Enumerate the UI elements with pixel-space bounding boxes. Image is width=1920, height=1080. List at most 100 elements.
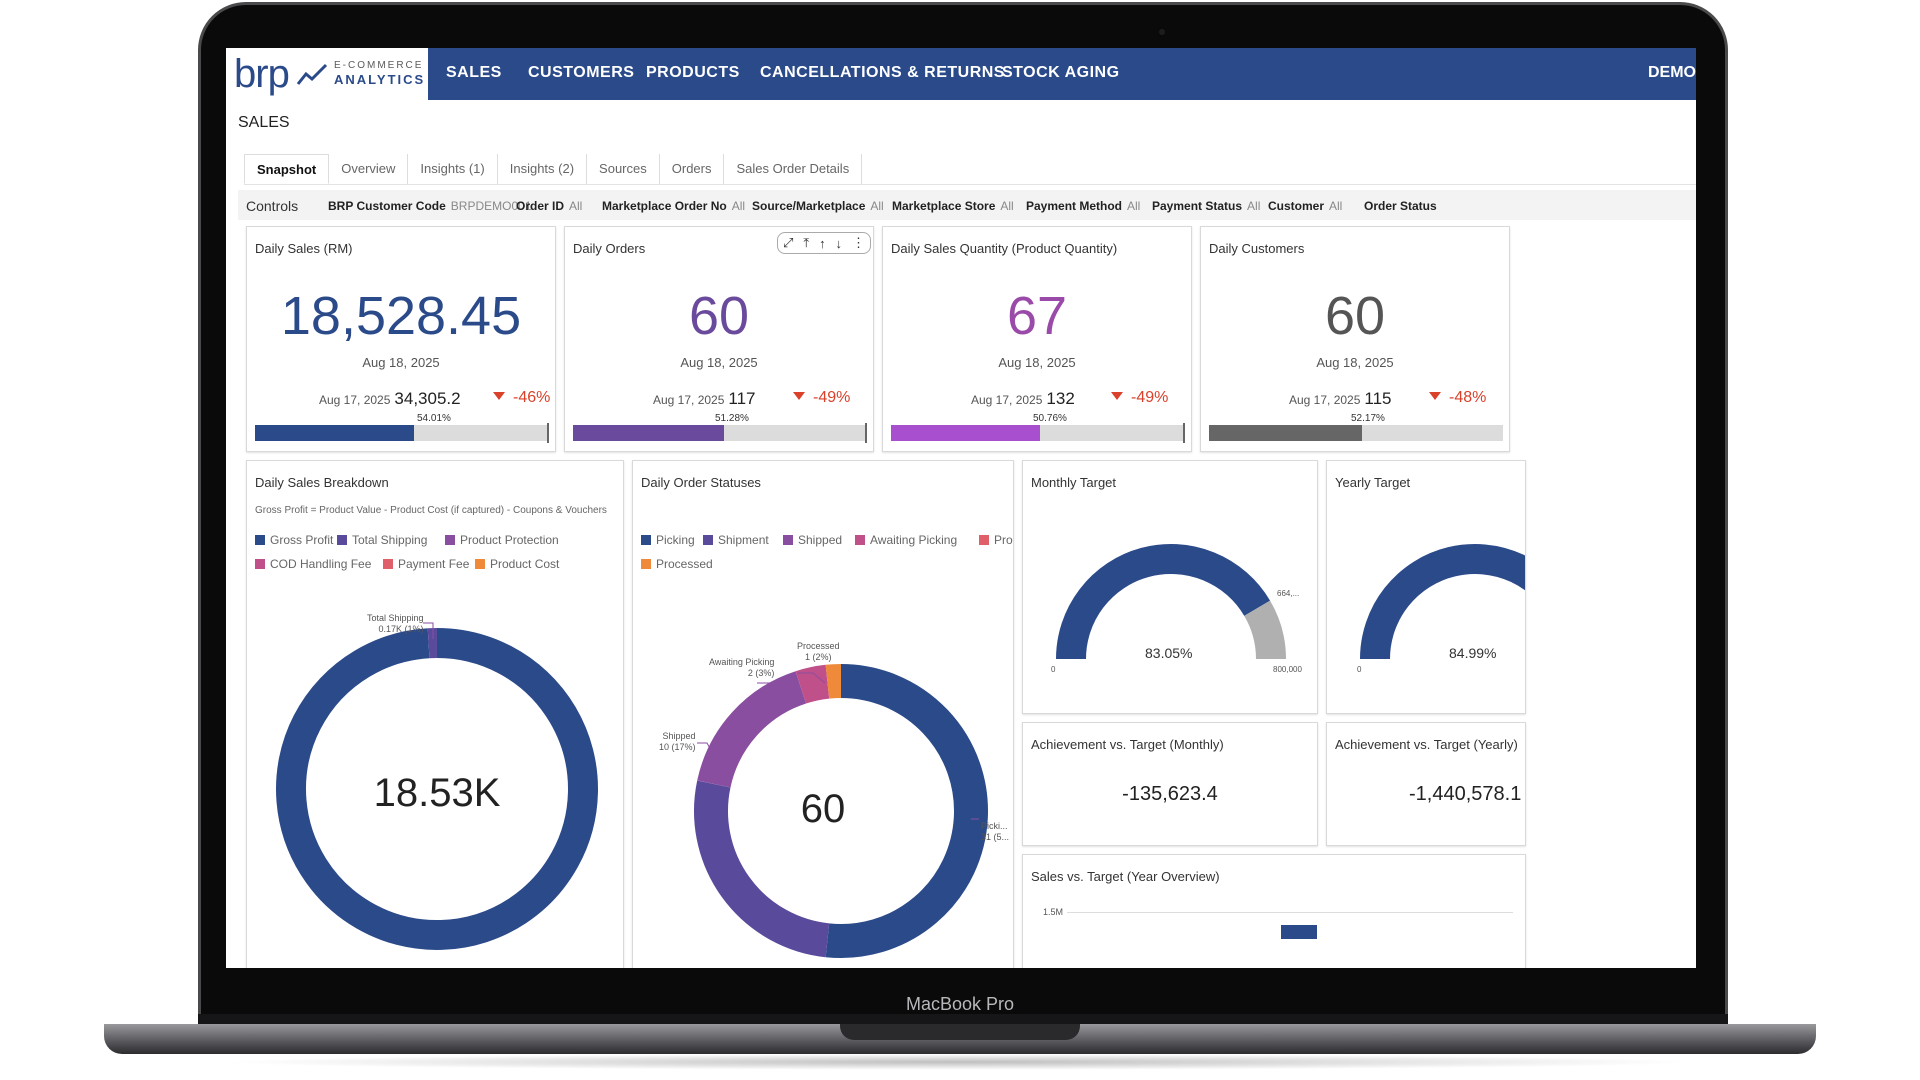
card-monthly-target[interactable]: Monthly Target 83.05% 0 800,000 664,...	[1022, 460, 1318, 714]
kpi-compare: Aug 17, 2025 132	[971, 389, 1075, 408]
card-achievement-yearly[interactable]: Achievement vs. Target (Yearly) -1,440,5…	[1326, 722, 1526, 846]
donut-chart-sales-breakdown[interactable]	[247, 461, 624, 968]
logo-line-2: ANALYTICS	[334, 72, 426, 87]
drill-up-top-icon[interactable]: ⤒	[803, 235, 810, 250]
kpi-value: 18,528.45	[280, 286, 522, 346]
legend-item-total-shipping[interactable]: Total Shipping	[337, 533, 427, 547]
bar[interactable]	[1281, 925, 1317, 939]
callout-total-shipping: Total Shipping 0.17K (1%)	[367, 613, 424, 634]
filter-payment-method[interactable]: Payment Method All	[1026, 199, 1141, 213]
screen: brp E-COMMERCE ANALYTICS SALES CUSTOMERS…	[226, 48, 1696, 968]
card-daily-sales-breakdown[interactable]: Daily Sales Breakdown Gross Profit = Pro…	[246, 460, 624, 968]
label-shipped: Shipped 10 (17%)	[659, 731, 696, 752]
gridline	[1067, 912, 1513, 913]
kpi-progress-label: 52.17%	[1351, 413, 1385, 424]
nav-products[interactable]: PRODUCTS	[646, 64, 740, 81]
kpi-target-marker	[547, 423, 549, 443]
expand-icon[interactable]: ⤢	[782, 235, 794, 250]
legend-item-cod-handling-fee[interactable]: COD Handling Fee	[255, 557, 371, 571]
kpi-progress-label: 51.28%	[715, 413, 749, 424]
logo-line-1: E-COMMERCE	[334, 60, 424, 71]
more-options-icon[interactable]: ⋮	[852, 235, 866, 250]
filter-marketplace-order-no[interactable]: Marketplace Order No All	[602, 199, 746, 213]
controls-bar: Controls BRP Customer Code BRPDEMO001 Ord…	[238, 190, 1696, 220]
tab-overview[interactable]: Overview	[329, 154, 409, 184]
donut-slice-shipment	[694, 780, 830, 958]
kpi-compare: Aug 17, 2025 115	[1289, 389, 1392, 408]
legend-item-processed[interactable]: Processed	[641, 557, 713, 571]
filter-payment-status[interactable]: Payment Status All	[1152, 199, 1261, 213]
nav-customers[interactable]: CUSTOMERS	[528, 64, 635, 81]
filter-order-id[interactable]: Order ID All	[516, 199, 583, 213]
down-triangle-icon	[493, 392, 505, 400]
filter-marketplace-store[interactable]: Marketplace Store All	[892, 199, 1014, 213]
kpi-title: Daily Sales (RM)	[255, 241, 353, 256]
donut-chart-order-statuses[interactable]	[633, 461, 1014, 968]
laptop-shadow	[220, 1054, 1700, 1070]
filter-order-status[interactable]: Order Status	[1364, 199, 1437, 213]
kpi-progress-bar	[255, 423, 549, 443]
leader-line-processed	[797, 672, 826, 684]
tab-sales-order-details[interactable]: Sales Order Details	[724, 154, 863, 184]
gauge-achieved-arc	[1056, 544, 1271, 660]
kpi-card-daily-customers[interactable]: Daily Customers 60 Aug 18, 2025 Aug 17, …	[1200, 226, 1510, 452]
card-title: Monthly Target	[1031, 475, 1117, 490]
top-nav-bar: brp E-COMMERCE ANALYTICS SALES CUSTOMERS…	[226, 48, 1696, 100]
tab-sources[interactable]: Sources	[587, 154, 660, 184]
tab-orders[interactable]: Orders	[660, 154, 725, 184]
tab-snapshot[interactable]: Snapshot	[244, 154, 330, 184]
leader-line-awaiting-picking	[757, 682, 794, 696]
gauge-min: 0	[1357, 665, 1362, 674]
legend-item-processing[interactable]: Processing	[979, 533, 1013, 547]
gauge-percent: 83.05%	[1145, 645, 1193, 661]
arrow-down-icon[interactable]: ↓	[835, 235, 843, 251]
arrow-up-icon[interactable]: ↑	[819, 235, 826, 251]
gauge-monthly-target	[1056, 544, 1286, 660]
kpi-date: Aug 18, 2025	[1316, 355, 1394, 370]
controls-label: Controls	[246, 198, 299, 214]
nav-stock-aging[interactable]: STOCK AGING	[1002, 64, 1120, 81]
kpi-card-daily-sales[interactable]: Daily Sales (RM) 18,528.45 Aug 18, 2025 …	[246, 226, 556, 452]
card-yearly-target[interactable]: Yearly Target 84.99% 0	[1326, 460, 1526, 714]
donut-slice-picking	[825, 664, 988, 958]
legend-item-product-cost[interactable]: Product Cost	[475, 557, 559, 571]
legend-item-payment-fee[interactable]: Payment Fee	[383, 557, 469, 571]
gauge-target-label: 664,...	[1277, 589, 1300, 598]
kpi-value: 60	[1324, 286, 1386, 346]
kpi-value: 60	[688, 286, 750, 346]
donut-slice-processed	[825, 664, 842, 699]
kpi-card-daily-sales-quantity[interactable]: Daily Sales Quantity (Product Quantity) …	[882, 226, 1192, 452]
legend-item-gross-profit[interactable]: Gross Profit	[255, 533, 333, 547]
gauge-max: 800,000	[1273, 665, 1302, 674]
legend-item-shipped[interactable]: Shipped	[783, 533, 842, 547]
kpi-date: Aug 18, 2025	[680, 355, 758, 370]
filter-source-marketplace[interactable]: Source/Marketplace All	[752, 199, 884, 213]
achievement-value: -1,440,578.1	[1409, 783, 1522, 805]
card-sales-vs-target[interactable]: Sales vs. Target (Year Overview) 1.5M	[1022, 854, 1526, 968]
device-model-label: MacBook Pro	[905, 994, 1015, 1014]
card-achievement-monthly[interactable]: Achievement vs. Target (Monthly) -135,62…	[1022, 722, 1318, 846]
legend-item-product-protection[interactable]: Product Protection	[445, 533, 559, 547]
kpi-date: Aug 18, 2025	[362, 355, 440, 370]
legend-item-shipment[interactable]: Shipment	[703, 533, 769, 547]
filter-brp-customer-code[interactable]: BRP Customer Code BRPDEMO001	[328, 199, 532, 213]
user-menu[interactable]: DEMO	[1648, 64, 1696, 81]
tab-divider	[244, 184, 1696, 185]
tab-insights-2[interactable]: Insights (2)	[498, 154, 588, 184]
logo[interactable]: brp E-COMMERCE ANALYTICS	[226, 48, 428, 100]
legend-item-picking[interactable]: Picking	[641, 533, 695, 547]
kpi-compare: Aug 17, 2025 34,305.2	[319, 389, 461, 408]
kpi-card-daily-orders[interactable]: Daily Orders ⤢ ⤒ ↑ ↓ ⋮ 60 Aug 18, 2025 A…	[564, 226, 874, 452]
nav-sales[interactable]: SALES	[446, 64, 502, 81]
kpi-progress-fill	[573, 425, 724, 441]
card-title: Achievement vs. Target (Yearly)	[1335, 737, 1518, 752]
filter-customer[interactable]: Customer All	[1268, 199, 1343, 213]
legend-item-awaiting-picking[interactable]: Awaiting Picking	[855, 533, 957, 547]
nav-cancellations-returns[interactable]: CANCELLATIONS & RETURNS	[760, 64, 1005, 81]
tab-insights-1[interactable]: Insights (1)	[408, 154, 498, 184]
label-processed: Processed 1 (2%)	[797, 641, 840, 662]
card-daily-order-statuses[interactable]: Daily Order Statuses Picking Shipment Sh…	[632, 460, 1014, 968]
kpi-progress-bar	[891, 423, 1185, 443]
tab-bar: Snapshot Overview Insights (1) Insights …	[244, 154, 863, 184]
